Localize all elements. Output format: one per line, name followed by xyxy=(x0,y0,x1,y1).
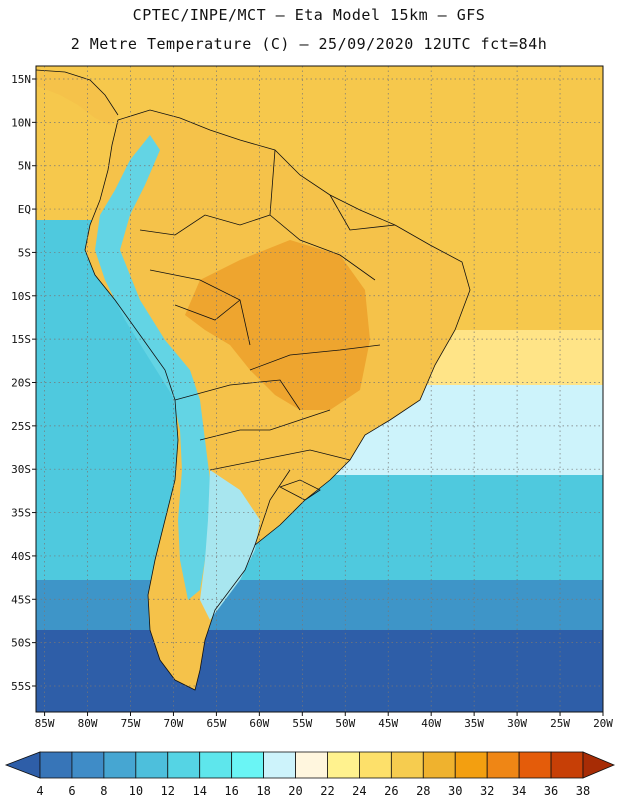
colorbar-label: 32 xyxy=(480,784,494,798)
colorbar-label: 10 xyxy=(129,784,143,798)
lon-tick-label: 55W xyxy=(292,717,312,730)
colorbar-swatch xyxy=(486,751,520,779)
plot-frame xyxy=(35,65,604,713)
colorbar-swatch xyxy=(167,751,201,779)
lon-tick-label: 40W xyxy=(421,717,441,730)
lon-tick-label: 85W xyxy=(35,717,55,730)
colorbar-swatch xyxy=(263,751,296,779)
colorbar-swatch xyxy=(518,751,552,779)
lat-tick-label: 20S xyxy=(11,376,31,389)
lon-tick-label: 80W xyxy=(78,717,98,730)
lon-tick-label: 25W xyxy=(550,717,570,730)
colorbar-label: 30 xyxy=(448,784,462,798)
colorbar-swatch xyxy=(422,751,456,779)
lat-tick-label: 30S xyxy=(11,463,31,476)
title-line-1: CPTEC/INPE/MCT — Eta Model 15km — GFS xyxy=(132,6,486,24)
map-field xyxy=(36,66,603,712)
central-america-land xyxy=(36,70,118,125)
colorbar-swatch xyxy=(199,751,233,779)
lat-tick-label: 5S xyxy=(18,246,31,259)
title-line-2: 2 Metre Temperature (C) — 25/09/2020 12U… xyxy=(70,35,548,53)
country-borders xyxy=(36,69,471,691)
lat-tick-label: 35S xyxy=(11,507,31,520)
lat-tick-label: 10N xyxy=(11,116,31,129)
colorbar-swatch xyxy=(71,751,105,779)
lat-tick-label: 25S xyxy=(11,420,31,433)
cold-ocean xyxy=(36,630,603,712)
lat-tick-label: 5N xyxy=(18,160,31,173)
colorbar-swatch xyxy=(103,751,137,779)
lon-tick-label: 60W xyxy=(249,717,269,730)
colorbar-label: 24 xyxy=(352,784,366,798)
colorbar-label: 28 xyxy=(416,784,430,798)
lon-tick-label: 70W xyxy=(164,717,184,730)
colorbar-swatch xyxy=(359,751,392,779)
colorbar-label: 16 xyxy=(224,784,238,798)
colorbar-left-arrow xyxy=(4,751,41,779)
colorbar-swatch xyxy=(454,751,488,779)
colorbar-label: 26 xyxy=(384,784,398,798)
lat-tick-label: 15S xyxy=(11,333,31,346)
andes-cold-band xyxy=(95,135,210,600)
lon-tick-label: 45W xyxy=(378,717,398,730)
colorbar-label: 14 xyxy=(192,784,206,798)
lat-tick-label: EQ xyxy=(18,203,31,216)
lon-tick-label: 75W xyxy=(121,717,141,730)
colorbar-swatch xyxy=(39,751,73,779)
latitude-axis: 15N 10N 5N EQ 5S 10S 15S 20S 25S 30S 35S 40S 45S 50S 5… xyxy=(11,73,36,693)
lon-tick-label: 65W xyxy=(206,717,226,730)
colorbar-swatch xyxy=(390,751,424,779)
colorbar-label: 20 xyxy=(288,784,302,798)
colorbar-swatch xyxy=(231,751,264,779)
lat-tick-label: 10S xyxy=(11,290,31,303)
colorbar-label: 18 xyxy=(256,784,270,798)
lon-tick-label: 30W xyxy=(507,717,527,730)
colorbar-swatch xyxy=(327,751,360,779)
grid-lines xyxy=(36,66,604,712)
colorbar-label: 12 xyxy=(161,784,175,798)
lat-tick-label: 55S xyxy=(11,680,31,693)
colorbar-label: 34 xyxy=(512,784,526,798)
lon-tick-label: 35W xyxy=(464,717,484,730)
lon-tick-label: 20W xyxy=(593,717,613,730)
lat-tick-label: 40S xyxy=(11,550,31,563)
lat-tick-label: 45S xyxy=(11,593,31,606)
colorbar-swatch xyxy=(295,751,328,779)
colorbar-right-arrow xyxy=(582,751,616,779)
lon-tick-label: 50W xyxy=(335,717,355,730)
lat-tick-label: 50S xyxy=(11,637,31,650)
longitude-axis: 85W 80W 75W 70W 65W 60W 55W 50W 45W 40W 35W 30W 25W 2… xyxy=(35,712,613,730)
colorbar-label: 4 xyxy=(36,784,43,798)
colorbar-label: 36 xyxy=(544,784,558,798)
colorbar: 4 6 8 10 12 14 16 18 20 22 24 26 28 30 32 34 36 38 xyxy=(4,751,616,798)
colorbar-swatch xyxy=(550,751,584,779)
patagonia-cool xyxy=(200,470,260,620)
colorbar-label: 8 xyxy=(100,784,107,798)
colorbar-label: 6 xyxy=(68,784,75,798)
cool-ocean xyxy=(36,580,603,630)
colorbar-label: 22 xyxy=(320,784,334,798)
brazil-hot-interior xyxy=(185,240,370,410)
colorbar-swatch xyxy=(135,751,169,779)
colorbar-label: 38 xyxy=(576,784,590,798)
lat-tick-label: 15N xyxy=(11,73,31,86)
